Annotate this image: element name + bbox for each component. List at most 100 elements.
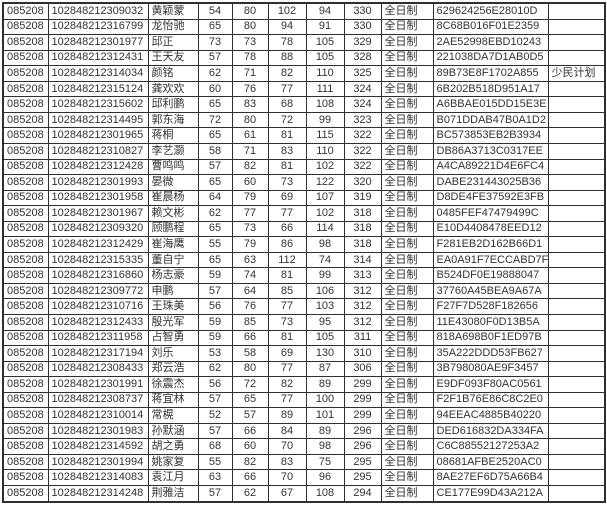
cell-study-mode: 全日制 bbox=[380, 267, 434, 284]
table-row: 085208 102848212301983 孙默涵 57 66 84 89 296 全日制 DE… bbox=[2, 422, 606, 440]
cell-name: 胡之勇 bbox=[147, 438, 199, 455]
cell-score-3: 81 bbox=[267, 127, 307, 144]
cell-program-code: 085208 bbox=[2, 453, 49, 471]
cell-program-code: 085208 bbox=[2, 345, 49, 362]
cell-remark bbox=[547, 18, 606, 36]
cell-score-2: 66 bbox=[231, 422, 269, 440]
cell-program-code: 085208 bbox=[2, 329, 49, 347]
cell-name: 曹鸣鸣 bbox=[147, 158, 199, 176]
cell-program-code: 085208 bbox=[2, 282, 49, 300]
cell-score-1: 52 bbox=[197, 407, 233, 424]
cell-score-3: 77 bbox=[267, 205, 307, 222]
cell-study-mode: 全日制 bbox=[380, 220, 434, 238]
cell-score-4: 130 bbox=[305, 345, 345, 362]
cell-score-4: 115 bbox=[305, 127, 345, 144]
cell-score-1: 56 bbox=[197, 298, 233, 315]
cell-score-1: 59 bbox=[197, 267, 233, 284]
cell-check-code: 37760A45BEA9A67A bbox=[432, 282, 549, 300]
score-table-body: 085208 102848212309032 黄颖蒙 54 80 102 94 330 全日制 6… bbox=[2, 2, 606, 503]
cell-score-3: 77 bbox=[267, 298, 307, 315]
cell-score-3: 70 bbox=[267, 438, 307, 455]
cell-check-code: EA0A91F7ECCABD7F bbox=[432, 251, 549, 269]
cell-score-2: 77 bbox=[231, 205, 269, 222]
table-row: 085208 102848212314592 胡之勇 68 60 70 98 296 全日制 C6… bbox=[2, 438, 606, 455]
table-row: 085208 102848212308737 蒋宜林 57 65 77 100 299 全日制 F… bbox=[2, 391, 606, 409]
cell-program-code: 085208 bbox=[2, 174, 49, 191]
cell-study-mode: 全日制 bbox=[380, 2, 434, 20]
cell-name: 孙默涵 bbox=[147, 422, 199, 440]
table-row: 085208 102848212312428 曹鸣鸣 57 82 81 102 322 全日制 A… bbox=[2, 158, 606, 176]
cell-name: 颜铭 bbox=[147, 65, 199, 82]
cell-name: 蒋桐 bbox=[147, 127, 199, 144]
cell-program-code: 085208 bbox=[2, 34, 49, 51]
cell-score-4: 74 bbox=[305, 251, 345, 269]
cell-study-mode: 全日制 bbox=[380, 127, 434, 144]
cell-score-4: 108 bbox=[305, 96, 345, 113]
cell-score-2: 79 bbox=[231, 236, 269, 253]
cell-score-1: 57 bbox=[197, 49, 233, 67]
cell-check-code: BC573853EB2B3934 bbox=[432, 127, 549, 144]
cell-total-score: 330 bbox=[343, 2, 382, 20]
cell-study-mode: 全日制 bbox=[380, 282, 434, 300]
cell-total-score: 294 bbox=[343, 484, 382, 503]
cell-candidate-id: 102848212312429 bbox=[47, 236, 149, 253]
cell-score-2: 64 bbox=[231, 282, 269, 300]
cell-name: 王天友 bbox=[147, 49, 199, 67]
cell-candidate-id: 102848212301965 bbox=[47, 127, 149, 144]
cell-total-score: 306 bbox=[343, 360, 382, 378]
cell-score-4: 87 bbox=[305, 360, 345, 378]
cell-program-code: 085208 bbox=[2, 65, 49, 82]
cell-total-score: 318 bbox=[343, 236, 382, 253]
cell-program-code: 085208 bbox=[2, 158, 49, 176]
cell-program-code: 085208 bbox=[2, 111, 49, 129]
cell-name: 郭东海 bbox=[147, 111, 199, 129]
cell-total-score: 320 bbox=[343, 174, 382, 191]
cell-candidate-id: 102848212301967 bbox=[47, 205, 149, 222]
table-row: 085208 102848212301958 崔晨杨 64 79 69 107 319 全日制 D… bbox=[2, 189, 606, 207]
cell-study-mode: 全日制 bbox=[380, 422, 434, 440]
cell-score-1: 72 bbox=[197, 111, 233, 129]
cell-score-3: 72 bbox=[267, 111, 307, 129]
cell-score-4: 95 bbox=[305, 313, 345, 331]
cell-candidate-id: 102848212309032 bbox=[47, 2, 149, 20]
cell-score-2: 57 bbox=[231, 407, 269, 424]
cell-name: 邱利鹏 bbox=[147, 96, 199, 113]
cell-total-score: 310 bbox=[343, 345, 382, 362]
cell-total-score: 322 bbox=[343, 158, 382, 176]
cell-score-4: 99 bbox=[305, 267, 345, 284]
cell-total-score: 314 bbox=[343, 251, 382, 269]
table-row: 085208 102848212314248 荆雅洁 57 62 67 108 294 全日制 C… bbox=[2, 484, 606, 503]
cell-name: 黄颖蒙 bbox=[147, 2, 199, 20]
cell-candidate-id: 102848212317194 bbox=[47, 345, 149, 362]
cell-score-2: 60 bbox=[231, 438, 269, 455]
cell-check-code: 08681AFBE2520AC0 bbox=[432, 453, 549, 471]
cell-name: 龙怡驰 bbox=[147, 18, 199, 36]
cell-score-2: 74 bbox=[231, 267, 269, 284]
cell-score-2: 80 bbox=[231, 360, 269, 378]
cell-check-code: 2AE52998EBD10243 bbox=[432, 34, 549, 51]
cell-study-mode: 全日制 bbox=[380, 236, 434, 253]
cell-check-code: 3B798080AE9F3457 bbox=[432, 360, 549, 378]
cell-check-code: 6B202B518D951A17 bbox=[432, 80, 549, 98]
cell-check-code: E9DF093F80AC0561 bbox=[432, 376, 549, 393]
cell-study-mode: 全日制 bbox=[380, 18, 434, 36]
cell-program-code: 085208 bbox=[2, 142, 49, 160]
cell-program-code: 085208 bbox=[2, 236, 49, 253]
cell-score-3: 68 bbox=[267, 96, 307, 113]
cell-study-mode: 全日制 bbox=[380, 313, 434, 331]
cell-score-4: 111 bbox=[305, 80, 345, 98]
cell-score-4: 75 bbox=[305, 453, 345, 471]
table-row: 085208 102848212316860 杨志豪 59 74 81 99 313 全日制 B5… bbox=[2, 267, 606, 284]
table-row: 085208 102848212301967 赖文彬 62 77 77 102 318 全日制 0… bbox=[2, 205, 606, 222]
cell-check-code: 35A222DDD53FB627 bbox=[432, 345, 549, 362]
cell-name: 姚家复 bbox=[147, 453, 199, 471]
cell-study-mode: 全日制 bbox=[380, 484, 434, 503]
cell-candidate-id: 102848212314034 bbox=[47, 65, 149, 82]
table-row: 085208 102848212315335 董自宁 65 63 112 74 314 全日制 E… bbox=[2, 251, 606, 269]
cell-score-2: 73 bbox=[231, 220, 269, 238]
cell-study-mode: 全日制 bbox=[380, 49, 434, 67]
cell-program-code: 085208 bbox=[2, 407, 49, 424]
cell-remark bbox=[547, 236, 606, 253]
cell-check-code: D8DE4FE37592E3FB bbox=[432, 189, 549, 207]
cell-total-score: 328 bbox=[343, 49, 382, 67]
